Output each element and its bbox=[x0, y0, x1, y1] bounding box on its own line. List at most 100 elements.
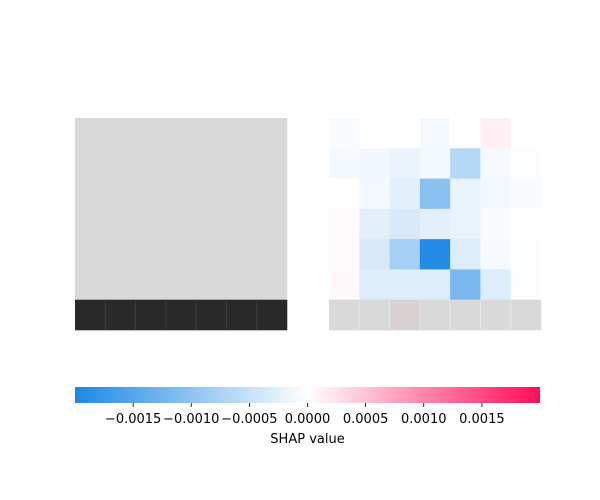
shap-cell bbox=[510, 148, 542, 179]
shap-cell bbox=[359, 299, 390, 331]
shap-cell bbox=[359, 178, 390, 210]
shap-cell bbox=[419, 178, 451, 210]
image-pixel bbox=[105, 118, 136, 149]
image-pixel bbox=[75, 299, 106, 331]
shap-cell bbox=[329, 178, 360, 210]
image-pixel bbox=[105, 148, 136, 179]
input-image-panel bbox=[75, 118, 288, 331]
image-pixel bbox=[105, 299, 136, 331]
shap-cell bbox=[450, 148, 481, 179]
shap-cell bbox=[510, 269, 542, 301]
shap-colorbar: −0.0015 −0.0010 −0.0005 0.0000 0.0005 0.0010 0… bbox=[75, 387, 540, 447]
image-pixel bbox=[196, 299, 227, 331]
colorbar-tick-label: −0.0005 bbox=[221, 412, 277, 427]
shap-cell bbox=[480, 239, 512, 270]
image-pixel bbox=[165, 239, 197, 270]
shap-cell bbox=[510, 239, 542, 270]
image-pixel bbox=[226, 178, 258, 210]
shap-cell bbox=[359, 118, 390, 149]
colorbar-tick-label: −0.0015 bbox=[105, 412, 161, 427]
shap-cell bbox=[419, 269, 451, 301]
shap-cell bbox=[450, 269, 481, 301]
shap-cell bbox=[450, 118, 481, 149]
image-pixel bbox=[75, 148, 106, 179]
shap-cell bbox=[450, 208, 481, 240]
image-pixel bbox=[226, 269, 258, 301]
shap-cell bbox=[389, 118, 421, 149]
image-pixel bbox=[75, 118, 106, 149]
image-pixel bbox=[135, 299, 167, 331]
image-pixel bbox=[256, 118, 288, 149]
image-pixel bbox=[196, 208, 227, 240]
image-pixel bbox=[196, 118, 227, 149]
image-pixel bbox=[226, 148, 258, 179]
shap-cell bbox=[419, 118, 451, 149]
shap-cell bbox=[329, 148, 360, 179]
image-pixel bbox=[196, 148, 227, 179]
shap-cell bbox=[389, 178, 421, 210]
image-pixel bbox=[135, 208, 167, 240]
shap-cell bbox=[419, 239, 451, 270]
image-pixel bbox=[226, 299, 258, 331]
shap-overlay-panel bbox=[329, 118, 542, 331]
shap-cell bbox=[450, 239, 481, 270]
shap-cell bbox=[419, 299, 451, 331]
image-pixel bbox=[256, 269, 288, 301]
shap-cell bbox=[359, 269, 390, 301]
shap-cell bbox=[389, 299, 421, 331]
image-pixel bbox=[105, 178, 136, 210]
image-pixel bbox=[75, 239, 106, 270]
image-pixel bbox=[75, 208, 106, 240]
shap-cell bbox=[329, 118, 360, 149]
colorbar-tick-label: 0.0010 bbox=[401, 412, 447, 427]
shap-cell bbox=[419, 148, 451, 179]
image-pixel bbox=[196, 269, 227, 301]
shap-cell bbox=[480, 269, 512, 301]
image-pixel bbox=[165, 299, 197, 331]
image-pixel bbox=[196, 178, 227, 210]
shap-cell bbox=[419, 208, 451, 240]
shap-cell bbox=[389, 208, 421, 240]
image-pixel bbox=[256, 299, 288, 331]
image-pixel bbox=[256, 208, 288, 240]
image-pixel bbox=[226, 239, 258, 270]
image-pixel bbox=[75, 269, 106, 301]
colorbar-tick-label: 0.0005 bbox=[343, 412, 389, 427]
shap-cell bbox=[359, 208, 390, 240]
shap-cell bbox=[389, 148, 421, 179]
shap-cell bbox=[480, 118, 512, 149]
colorbar-tick-label: −0.0010 bbox=[163, 412, 219, 427]
image-pixel bbox=[256, 239, 288, 270]
shap-cell bbox=[510, 299, 542, 331]
image-pixel bbox=[135, 269, 167, 301]
shap-cell bbox=[329, 299, 360, 331]
shap-cell bbox=[510, 178, 542, 210]
shap-cell bbox=[329, 208, 360, 240]
image-pixel bbox=[196, 239, 227, 270]
image-pixel bbox=[165, 178, 197, 210]
colorbar-tick-label: 0.0015 bbox=[459, 412, 505, 427]
image-pixel bbox=[165, 208, 197, 240]
image-pixel bbox=[165, 148, 197, 179]
shap-cell bbox=[389, 239, 421, 270]
image-pixel bbox=[165, 269, 197, 301]
colorbar-tick-label: 0.0000 bbox=[285, 412, 331, 427]
shap-cell bbox=[389, 269, 421, 301]
image-pixel bbox=[105, 208, 136, 240]
image-pixel bbox=[135, 148, 167, 179]
image-pixel bbox=[75, 178, 106, 210]
shap-cell bbox=[450, 178, 481, 210]
colorbar-label: SHAP value bbox=[270, 432, 344, 447]
image-pixel bbox=[105, 239, 136, 270]
shap-cell bbox=[510, 118, 542, 149]
shap-cell bbox=[480, 148, 512, 179]
image-pixel bbox=[256, 148, 288, 179]
shap-cell bbox=[480, 299, 512, 331]
shap-cell bbox=[359, 148, 390, 179]
image-pixel bbox=[165, 118, 197, 149]
image-pixel bbox=[226, 118, 258, 149]
shap-cell bbox=[329, 269, 360, 301]
image-pixel bbox=[256, 178, 288, 210]
image-pixel bbox=[135, 178, 167, 210]
